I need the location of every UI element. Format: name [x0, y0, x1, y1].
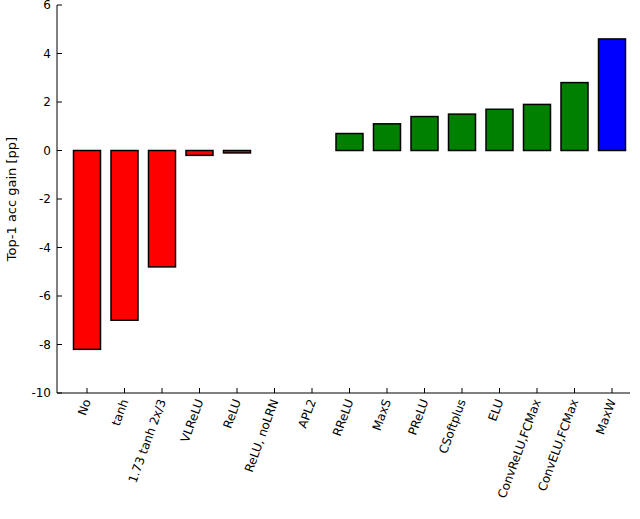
x-tick-label: ELU	[485, 397, 506, 423]
x-tick	[87, 388, 88, 393]
y-tick-label: -6	[39, 289, 51, 303]
x-tick	[537, 388, 538, 393]
y-tick-label: -4	[39, 241, 51, 255]
x-tick	[612, 388, 613, 393]
x-tick	[574, 388, 575, 393]
y-tick	[57, 150, 62, 151]
x-tick-label: ReLU, noLRN	[242, 397, 281, 474]
y-tick-label: -10	[31, 386, 51, 400]
x-tick	[124, 388, 125, 393]
x-tick	[237, 388, 238, 393]
y-tick	[57, 102, 62, 103]
y-tick	[57, 199, 62, 200]
bar	[486, 109, 513, 150]
y-tick-label: 0	[43, 144, 51, 158]
y-tick-label: 2	[43, 95, 51, 109]
bar	[336, 134, 363, 151]
y-axis-label: Top-1 acc gain [pp]	[4, 137, 19, 262]
y-tick	[57, 393, 62, 394]
x-tick	[199, 388, 200, 393]
x-tick-label: tanh	[109, 397, 131, 427]
bar	[299, 150, 326, 152]
x-axis	[57, 393, 630, 394]
bar	[261, 150, 288, 152]
x-tick	[274, 388, 275, 393]
x-tick-label: ConvELU,FCMax	[535, 397, 581, 493]
y-tick	[57, 5, 62, 6]
y-tick	[57, 296, 62, 297]
y-tick-label: 4	[43, 47, 51, 61]
bar	[374, 124, 401, 151]
y-tick	[57, 53, 62, 54]
x-tick-label: ReLU	[220, 397, 243, 430]
bar	[561, 83, 588, 151]
y-tick-label: 6	[43, 0, 51, 12]
x-tick	[424, 388, 425, 393]
x-tick-label: MaxS	[370, 397, 394, 432]
x-tick-label: VLReLU	[178, 397, 207, 444]
bar	[599, 39, 626, 151]
bar	[111, 151, 138, 321]
y-tick	[57, 247, 62, 248]
x-tick-label: CSoftplus	[436, 397, 469, 455]
x-tick	[312, 388, 313, 393]
x-tick-label: APL2	[295, 397, 318, 430]
chart: -10 -8 -6 -4 -2 0 2 4 6 Notanh1.73 tanh 2x/3 VLReL…	[0, 0, 640, 519]
bar	[74, 151, 101, 350]
y-tick	[57, 344, 62, 345]
bar	[524, 104, 551, 150]
x-tick-label: MaxW	[593, 397, 619, 436]
bar	[149, 151, 176, 267]
x-tick	[499, 388, 500, 393]
x-tick-label: RReLU	[330, 397, 356, 438]
x-tick-label: 1.73 tanh 2x/3	[126, 397, 169, 485]
x-tick-label: PReLU	[405, 397, 431, 437]
bar	[186, 151, 213, 156]
bars	[74, 39, 626, 349]
y-tick-label: -8	[39, 338, 51, 352]
x-tick-label: No	[75, 397, 94, 417]
bar	[224, 151, 251, 153]
x-tick	[162, 388, 163, 393]
x-tick	[462, 388, 463, 393]
bar	[411, 117, 438, 151]
y-tick-label: -2	[39, 192, 51, 206]
bar	[449, 114, 476, 150]
x-tick	[387, 388, 388, 393]
x-tick	[349, 388, 350, 393]
